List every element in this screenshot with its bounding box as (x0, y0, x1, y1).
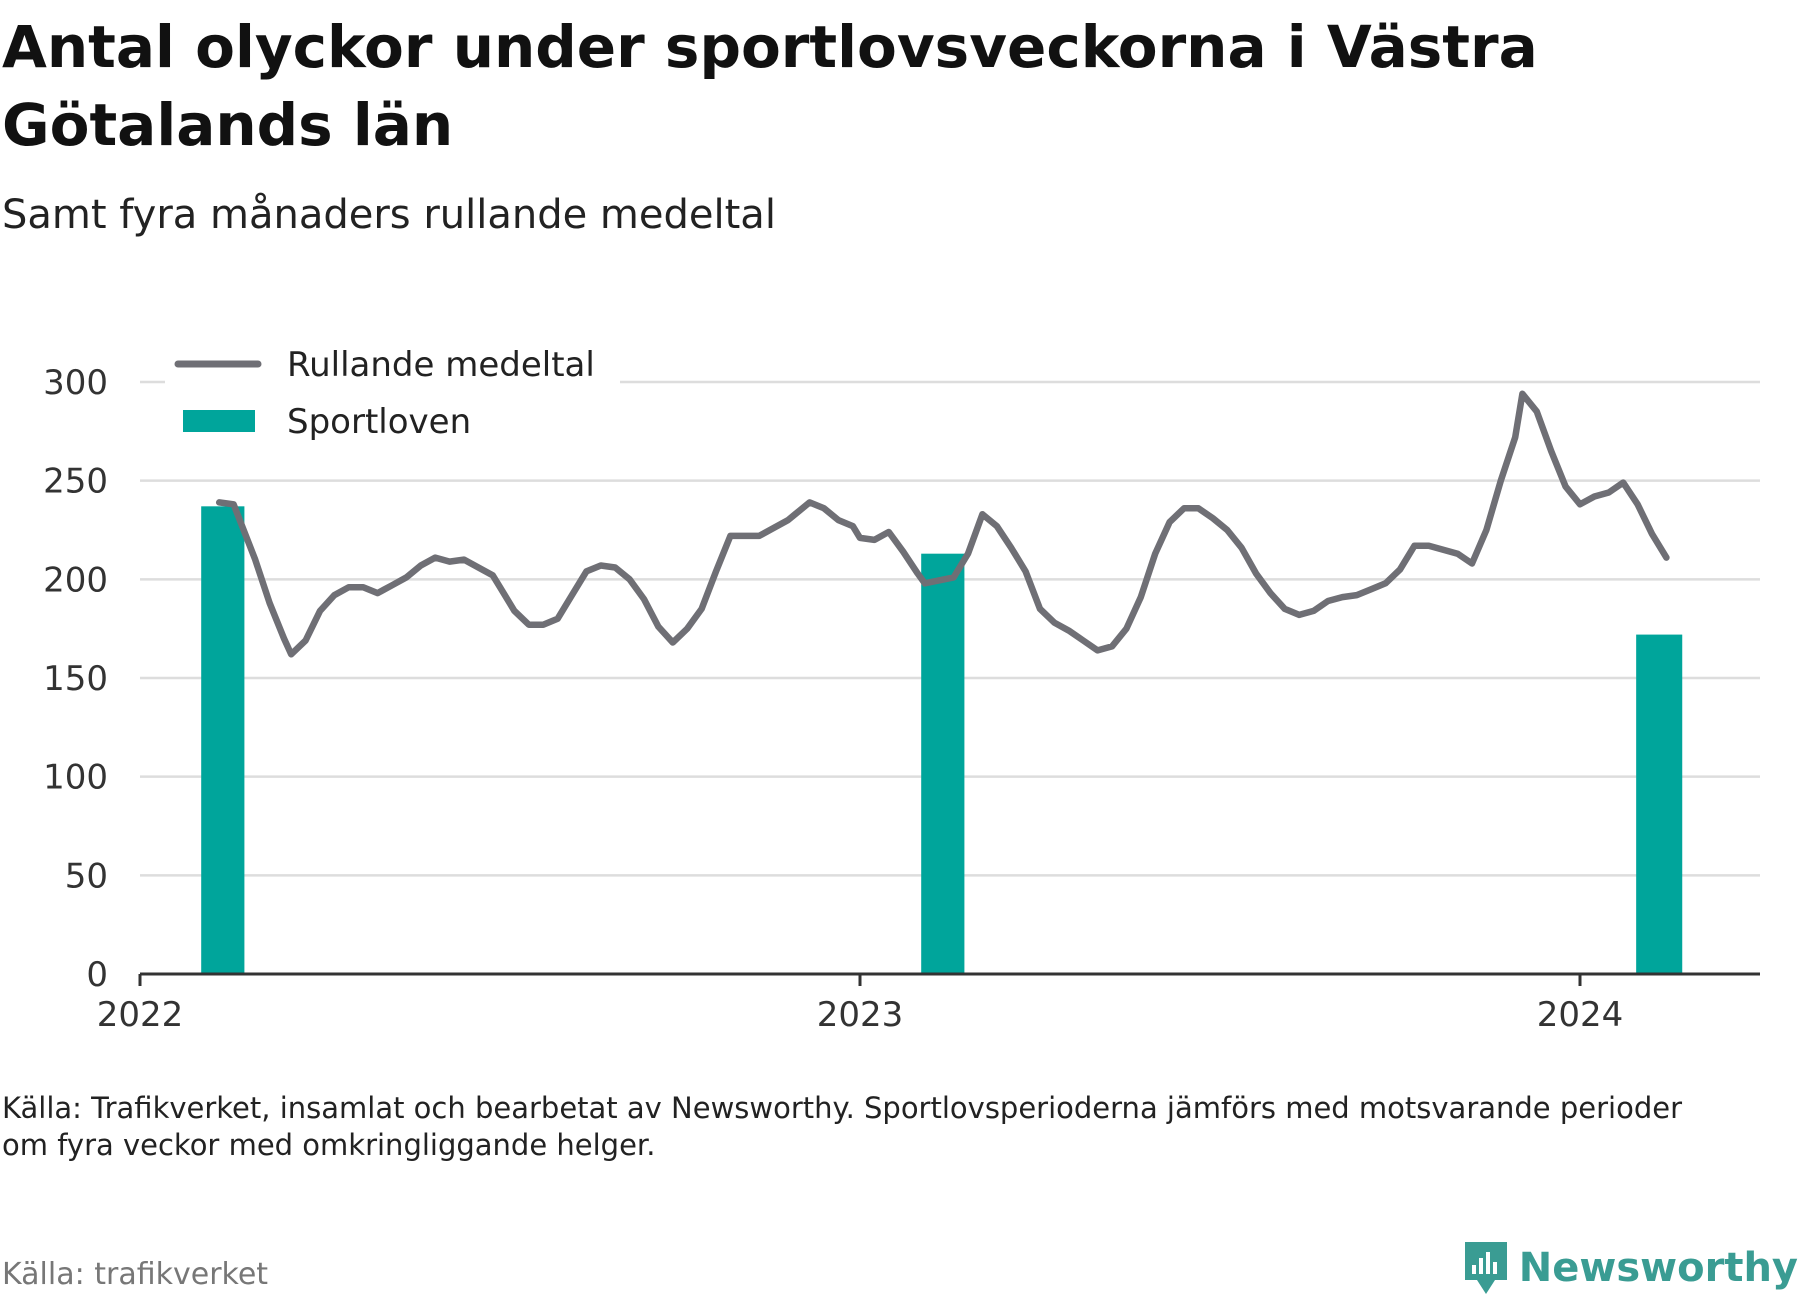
chart-title: Antal olyckor under sportlovsveckorna i … (2, 13, 1538, 159)
x-tick-label: 2023 (817, 995, 904, 1035)
chart: 0 50 100 150 200 250 300 2022 2023 2024 Rullande … (43, 340, 1760, 1035)
y-tick-label: 0 (86, 955, 108, 995)
chart-subtitle: Samt fyra månaders rullande medeltal (2, 192, 776, 238)
x-tick-label: 2024 (1537, 995, 1624, 1035)
source-label: Källa: trafikverket (2, 1257, 269, 1292)
y-tick-label: 100 (43, 758, 108, 798)
brand-name: Newsworthy (1518, 1245, 1798, 1291)
chart-note: Källa: Trafikverket, insamlat och bearbe… (2, 1091, 1683, 1162)
bar-series (201, 506, 1683, 974)
y-tick-label: 50 (65, 856, 108, 896)
line-rullande-medeltal (215, 390, 1670, 658)
axes: 0 50 100 150 200 250 300 2022 2023 2024 (43, 363, 1760, 1035)
newsworthy-logo-icon (1464, 1242, 1507, 1294)
legend: Rullande medeltal Sportloven (165, 340, 620, 450)
y-tick-label: 300 (43, 363, 108, 403)
legend-label: Sportloven (287, 402, 471, 442)
bar-sportloven (921, 553, 965, 974)
line-series (215, 390, 1670, 658)
legend-bar-symbol (183, 410, 255, 432)
bar-sportloven (1636, 634, 1683, 974)
brand-logo: Newsworthy (1461, 1238, 1798, 1298)
y-tick-label: 150 (43, 659, 108, 699)
legend-label: Rullande medeltal (287, 345, 595, 385)
x-tick-label: 2022 (97, 995, 184, 1035)
bar-sportloven (201, 506, 245, 974)
y-tick-label: 250 (43, 462, 108, 502)
y-tick-label: 200 (43, 560, 108, 600)
